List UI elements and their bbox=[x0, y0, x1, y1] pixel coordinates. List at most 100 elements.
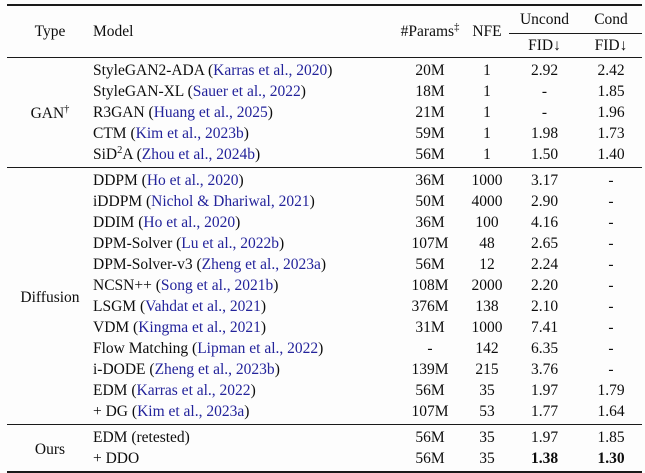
uncond-fid-value: 4.16 bbox=[530, 214, 559, 231]
params-value: 36M bbox=[395, 167, 465, 191]
citation-link[interactable]: Kim et al., 2023a bbox=[137, 403, 245, 420]
cond-fid-value: - bbox=[608, 319, 614, 336]
results-table: Type Model #Params‡ NFE Uncond Cond FID↓… bbox=[7, 4, 642, 473]
citation-link[interactable]: Ho et al., 2020 bbox=[146, 172, 239, 189]
cond-fid-value: - bbox=[608, 193, 614, 210]
cond-fid-value: - bbox=[608, 361, 614, 378]
params-value: 59M bbox=[415, 125, 445, 142]
uncond-fid-value: 1.77 bbox=[530, 403, 559, 420]
citation-link[interactable]: Vahdat et al., 2021 bbox=[145, 298, 261, 315]
nfe-value: 35 bbox=[479, 382, 495, 399]
nfe-value: 12 bbox=[479, 256, 495, 273]
table-row: Diffusion DDPM (Ho et al., 2020) 36M 1000 3.… bbox=[7, 167, 642, 425]
cond-fid-value: 1.85 bbox=[597, 83, 625, 100]
table-row: i-DODE (Zheng et al., 2023b) 139M 215 3.76 - bbox=[7, 359, 642, 380]
params-value: 21M bbox=[415, 104, 445, 121]
uncond-fid-value: 1.97 bbox=[530, 382, 559, 399]
params-value: 107M bbox=[411, 235, 449, 252]
model-name: Flow Matching (Lipman et al., 2022) bbox=[93, 340, 324, 357]
col-header-type: Type bbox=[34, 22, 66, 40]
nfe-value: 48 bbox=[479, 235, 495, 252]
params-value: 107M bbox=[411, 403, 449, 420]
uncond-fid-value: 6.35 bbox=[530, 340, 559, 357]
model-name: DDIM (Ho et al., 2020) bbox=[93, 214, 241, 231]
nfe-value: 138 bbox=[475, 298, 499, 315]
params-value: 50M bbox=[415, 193, 445, 210]
nfe-value: 1000 bbox=[465, 167, 509, 191]
citation-link[interactable]: Kingma et al., 2021 bbox=[138, 319, 261, 336]
citation-link[interactable]: Karras et al., 2020 bbox=[213, 62, 328, 79]
table-row: Ours EDM (retested) 56M 35 1.97 1.85 bbox=[7, 424, 642, 472]
model-name: DDPM (Ho et al., 2020) bbox=[93, 167, 395, 191]
table-row: Flow Matching (Lipman et al., 2022) - 142 6… bbox=[7, 338, 642, 359]
uncond-fid-value: 2.10 bbox=[530, 298, 559, 315]
cond-fid-value: 1.30 bbox=[597, 450, 625, 467]
nfe-value: 1 bbox=[483, 104, 491, 121]
nfe-value: 100 bbox=[475, 214, 499, 231]
nfe-value: 142 bbox=[475, 340, 499, 357]
section-ours: Ours EDM (retested) 56M 35 1.97 1.85 + DDO 56M 3… bbox=[7, 424, 642, 472]
type-label-diffusion: Diffusion bbox=[7, 167, 93, 425]
params-value: 31M bbox=[415, 319, 445, 336]
uncond-fid-value: 3.17 bbox=[509, 167, 580, 191]
citation-link[interactable]: Zhou et al., 2024b bbox=[141, 146, 255, 163]
col-header-params: #Params‡ bbox=[395, 5, 465, 58]
table-row: DPM-Solver-v3 (Zheng et al., 2023a) 56M 12… bbox=[7, 254, 642, 275]
nfe-value: 1000 bbox=[471, 319, 503, 336]
type-label-gan: GAN† bbox=[7, 57, 93, 168]
cond-fid-value: 1.73 bbox=[597, 125, 625, 142]
params-value: 20M bbox=[395, 57, 465, 81]
col-header-nfe: NFE bbox=[472, 22, 502, 40]
table-row: + DDO 56M 35 1.38 1.30 bbox=[7, 448, 642, 472]
col-header-cond: Cond bbox=[580, 5, 642, 34]
citation-link[interactable]: Zheng et al., 2023a bbox=[201, 256, 321, 273]
uncond-fid-value: 2.20 bbox=[530, 277, 559, 294]
superscript-mark: † bbox=[64, 103, 70, 115]
nfe-value: 53 bbox=[479, 403, 495, 420]
cond-fid-value: - bbox=[608, 235, 614, 252]
params-value: 36M bbox=[415, 214, 445, 231]
citation-link[interactable]: Lu et al., 2022b bbox=[181, 235, 279, 252]
citation-link[interactable]: Huang et al., 2025 bbox=[153, 104, 268, 121]
params-value: 56M bbox=[415, 256, 445, 273]
uncond-fid-value: 2.90 bbox=[530, 193, 559, 210]
params-value: 56M bbox=[395, 424, 465, 448]
model-name: + DG (Kim et al., 2023a) bbox=[93, 403, 250, 420]
citation-link[interactable]: Zheng et al., 2023b bbox=[154, 361, 275, 378]
model-name: R3GAN (Huang et al., 2025) bbox=[93, 104, 273, 121]
uncond-fid-value: 7.41 bbox=[530, 319, 559, 336]
params-value: 18M bbox=[415, 83, 445, 100]
superscript-mark: 2 bbox=[117, 144, 123, 156]
citation-link[interactable]: Nichol & Dhariwal, 2021 bbox=[151, 193, 310, 210]
cond-fid-value: - bbox=[608, 298, 614, 315]
model-name: NCSN++ (Song et al., 2021b) bbox=[93, 277, 279, 294]
params-value: 56M bbox=[415, 146, 445, 163]
citation-link[interactable]: Ho et al., 2020 bbox=[143, 214, 236, 231]
citation-link[interactable]: Lipman et al., 2022 bbox=[197, 340, 319, 357]
table-row: CTM (Kim et al., 2023b) 59M 1 1.98 1.73 bbox=[7, 123, 642, 144]
citation-link[interactable]: Kim et al., 2023b bbox=[135, 125, 244, 142]
cond-fid-value: 1.85 bbox=[580, 424, 642, 448]
citation-link[interactable]: Sauer et al., 2022 bbox=[192, 83, 301, 100]
nfe-value: 35 bbox=[479, 450, 495, 467]
nfe-value: 1 bbox=[483, 146, 491, 163]
cond-fid-value: - bbox=[608, 277, 614, 294]
params-value: 56M bbox=[415, 382, 445, 399]
table-row: LSGM (Vahdat et al., 2021) 376M 138 2.10 - bbox=[7, 296, 642, 317]
cond-fid-value: - bbox=[608, 214, 614, 231]
model-name: EDM (retested) bbox=[93, 424, 395, 448]
uncond-fid-value: - bbox=[541, 83, 548, 100]
cond-fid-value: 1.40 bbox=[597, 146, 625, 163]
table-row: NCSN++ (Song et al., 2021b) 108M 2000 2.20 - bbox=[7, 275, 642, 296]
section-gan: GAN† StyleGAN2-ADA (Karras et al., 2020) 2… bbox=[7, 57, 642, 168]
params-value: 56M bbox=[415, 450, 445, 467]
table-header: Type Model #Params‡ NFE Uncond Cond FID↓… bbox=[7, 5, 642, 58]
model-name: CTM (Kim et al., 2023b) bbox=[93, 125, 249, 142]
citation-link[interactable]: Song et al., 2021b bbox=[160, 277, 274, 294]
cond-fid-value: 2.42 bbox=[580, 57, 642, 81]
params-label: #Params bbox=[400, 22, 455, 40]
model-name: SiD2A (Zhou et al., 2024b) bbox=[93, 144, 261, 163]
uncond-fid-value: 1.38 bbox=[530, 450, 559, 467]
uncond-fid-value: - bbox=[541, 104, 548, 121]
citation-link[interactable]: Karras et al., 2022 bbox=[136, 382, 251, 399]
